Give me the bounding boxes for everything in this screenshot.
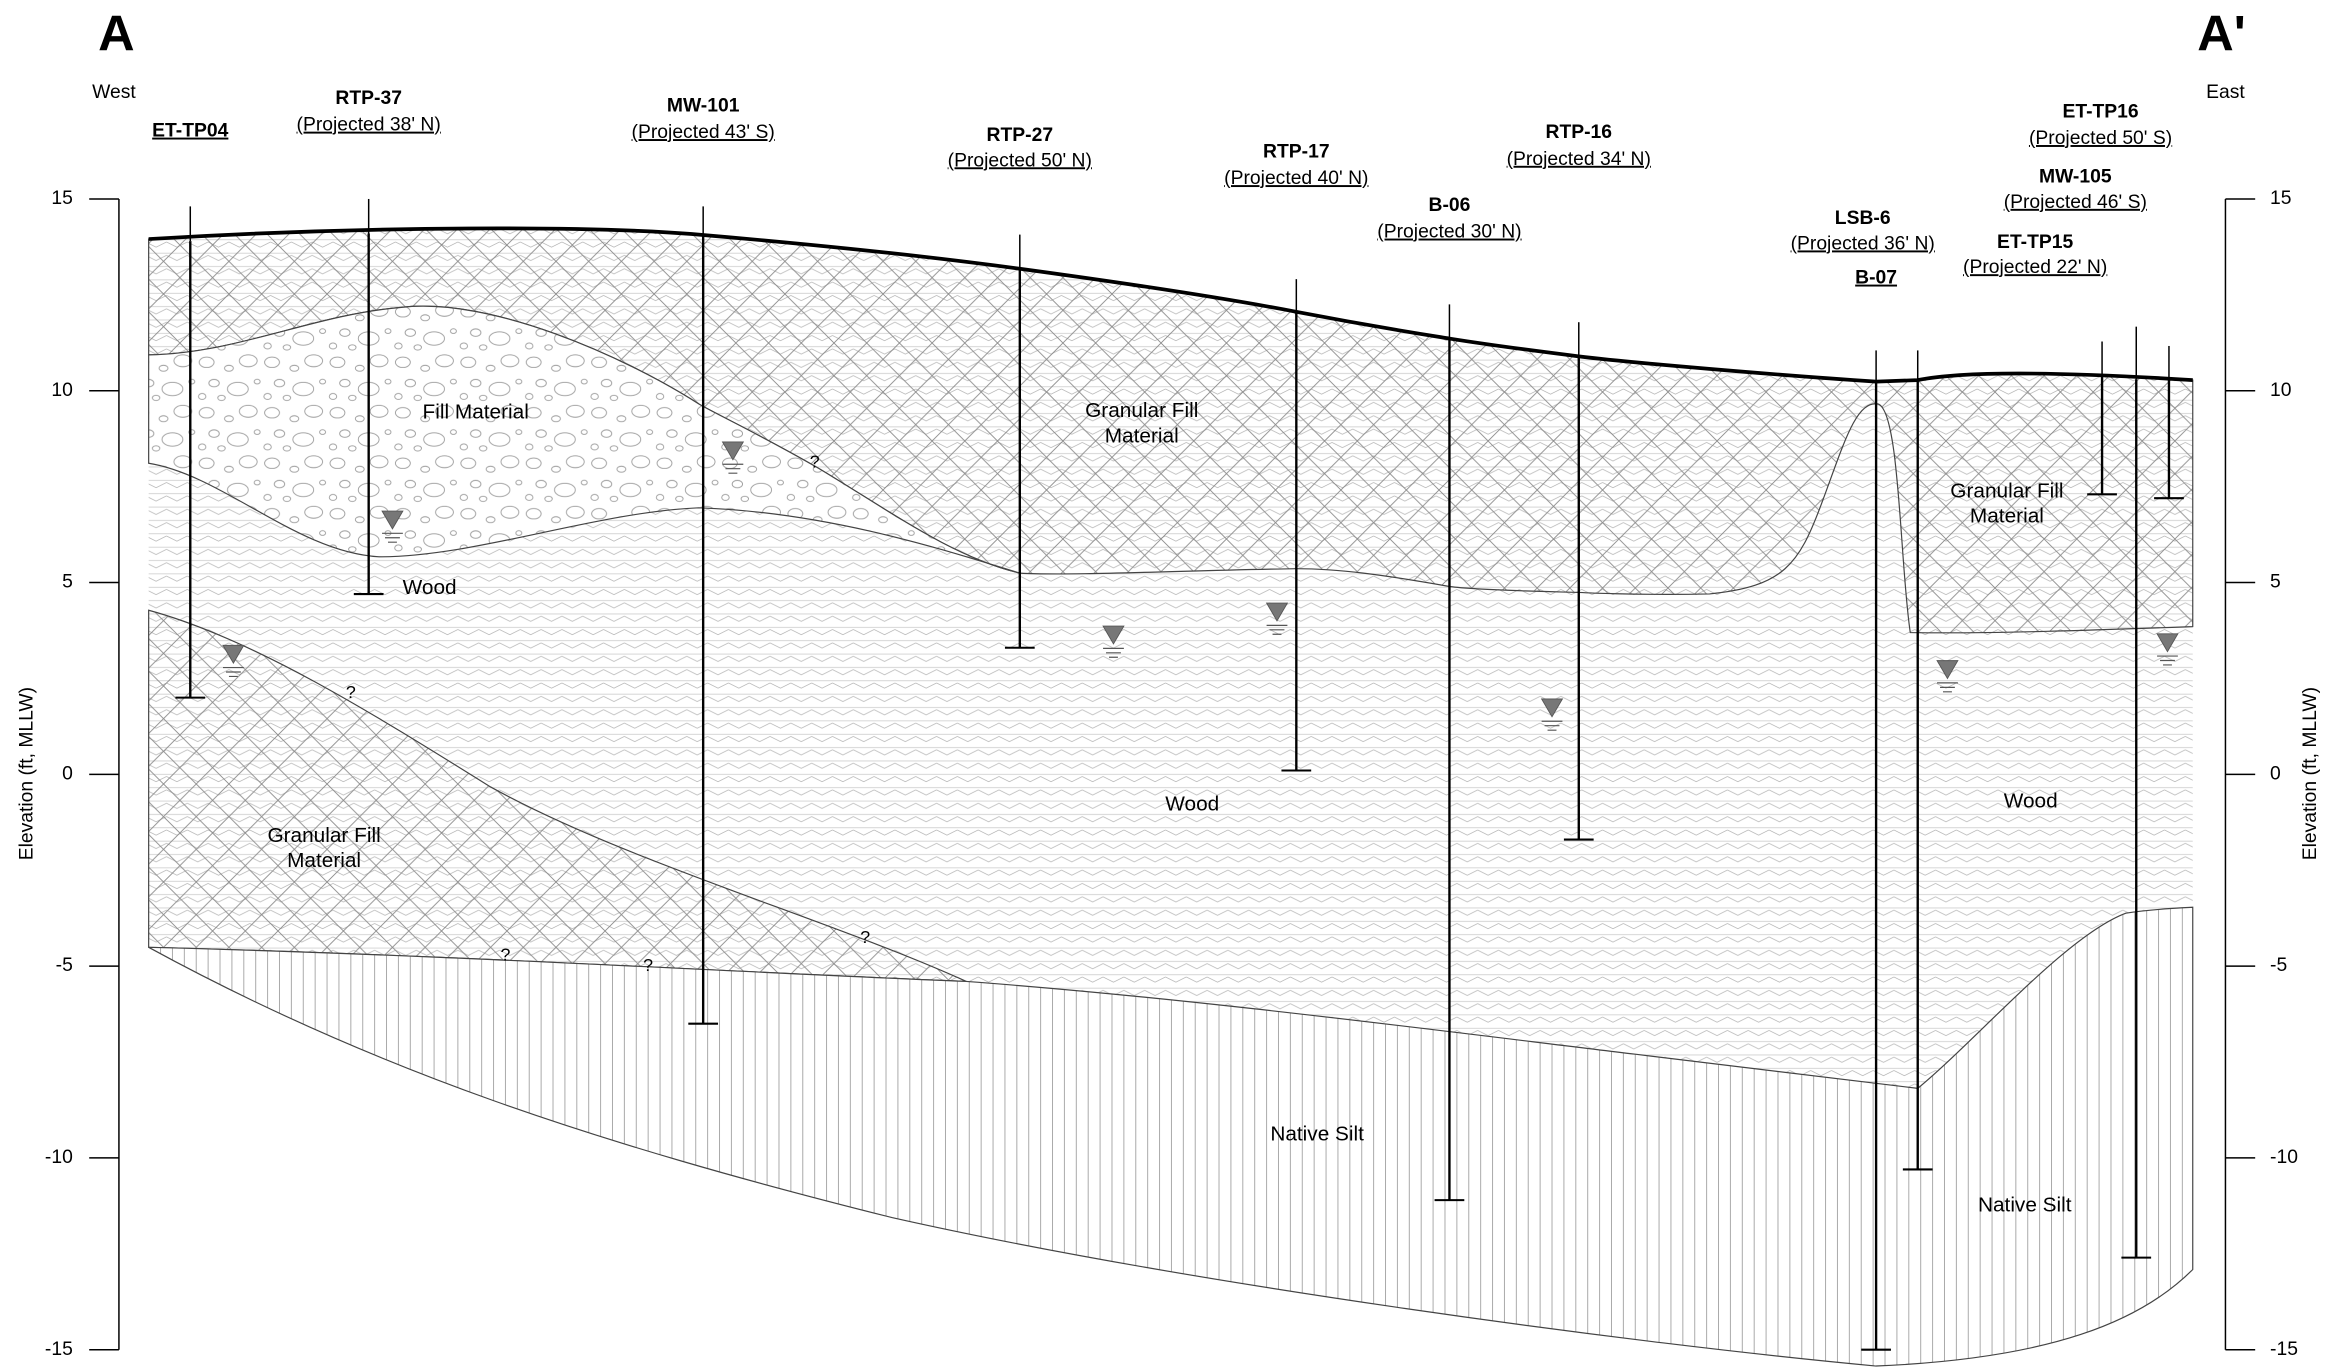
water-level-lines bbox=[1266, 624, 1288, 635]
layer-label: Wood bbox=[1165, 793, 1219, 816]
layer-label: Fill Material bbox=[423, 401, 529, 424]
section-start: A bbox=[98, 5, 135, 62]
boring-name: ET-TP15 bbox=[1997, 232, 2073, 253]
layer-label: Granular Fill bbox=[1950, 479, 2063, 502]
boring-name: RTP-16 bbox=[1546, 122, 1613, 143]
water-level-lines bbox=[2157, 655, 2178, 666]
water-level-lines bbox=[1937, 682, 1958, 693]
y-tick-label: -15 bbox=[45, 1339, 73, 1360]
boring-name: B-07 bbox=[1855, 268, 1897, 289]
water-level-lines bbox=[722, 463, 744, 474]
y-tick-label: 10 bbox=[51, 380, 72, 401]
water-level bbox=[1540, 698, 1564, 718]
boring-projection: (Projected 46' S) bbox=[2004, 192, 2147, 213]
y-tick-label: 5 bbox=[62, 572, 73, 593]
ground-surface bbox=[148, 226, 2193, 384]
uncertain-marker: ? bbox=[860, 927, 870, 947]
layer-label: Wood bbox=[403, 576, 457, 599]
boring-name: LSB-6 bbox=[1835, 208, 1891, 229]
section-end: A' bbox=[2197, 5, 2246, 62]
layer-label: Granular Fill bbox=[1085, 399, 1198, 422]
uncertain-marker: ? bbox=[500, 945, 510, 965]
boring-name: B-06 bbox=[1429, 195, 1471, 216]
layer-label: Granular Fill bbox=[267, 824, 380, 847]
uncertain-marker: ? bbox=[810, 452, 820, 472]
layer-label: Material bbox=[1105, 424, 1179, 447]
y-tick-label: -5 bbox=[56, 955, 73, 976]
boring-name: RTP-37 bbox=[335, 88, 402, 109]
boring-name: MW-101 bbox=[667, 95, 740, 116]
water-level-lines bbox=[382, 532, 403, 543]
layer-label: Native Silt bbox=[1978, 1194, 2072, 1217]
water-level bbox=[222, 644, 245, 664]
y-axis-label: Elevation (ft, MLLW) bbox=[2300, 687, 2321, 860]
water-level bbox=[1265, 602, 1289, 622]
boring-projection: (Projected 43' S) bbox=[632, 122, 775, 143]
uncertain-marker: ? bbox=[643, 955, 653, 975]
water-level-lines bbox=[1103, 647, 1124, 658]
water-level bbox=[1102, 625, 1125, 645]
boring-projection: (Projected 50' N) bbox=[948, 150, 1092, 171]
boring-name: ET-TP04 bbox=[152, 121, 228, 142]
y-axis-label: Elevation (ft, MLLW) bbox=[17, 687, 38, 860]
layer-label: Wood bbox=[2004, 790, 2058, 813]
boring-projection: (Projected 30' N) bbox=[1377, 222, 1521, 243]
y-tick-label: 0 bbox=[62, 763, 73, 784]
boring-projection: (Projected 34' N) bbox=[1507, 149, 1651, 170]
water-level bbox=[721, 441, 745, 461]
y-tick-label: 0 bbox=[2270, 763, 2281, 784]
y-tick-label: 5 bbox=[2270, 572, 2281, 593]
boring-projection: (Projected 36' N) bbox=[1791, 233, 1935, 254]
y-tick-label: -10 bbox=[45, 1147, 73, 1168]
y-tick-label: 15 bbox=[2270, 188, 2291, 209]
boring-name: RTP-27 bbox=[987, 125, 1054, 146]
y-tick-label: 10 bbox=[2270, 380, 2291, 401]
y-tick-label: -15 bbox=[2270, 1339, 2298, 1360]
boring-name: ET-TP16 bbox=[2062, 101, 2138, 122]
y-tick-label: 15 bbox=[51, 188, 72, 209]
boring-projection: (Projected 40' N) bbox=[1224, 168, 1368, 189]
y-tick-label: -10 bbox=[2270, 1147, 2298, 1168]
boring-projection: (Projected 22' N) bbox=[1963, 257, 2107, 278]
boring-name: MW-105 bbox=[2039, 167, 2112, 188]
layer-label: Material bbox=[287, 849, 361, 872]
y-tick-label: -5 bbox=[2270, 955, 2287, 976]
water-level bbox=[381, 510, 404, 530]
water-level bbox=[1936, 660, 1959, 680]
boring-projection: (Projected 50' S) bbox=[2029, 128, 2172, 149]
fill-material-layer bbox=[148, 305, 1020, 574]
direction-west: West bbox=[92, 82, 136, 103]
boring-name: RTP-17 bbox=[1263, 141, 1330, 162]
water-level bbox=[2156, 633, 2179, 653]
layer-label: Material bbox=[1970, 505, 2044, 528]
water-level-lines bbox=[1541, 720, 1563, 731]
native-silt-layer bbox=[148, 906, 2194, 1367]
uncertain-marker: ? bbox=[346, 682, 356, 702]
boring-projection: (Projected 38' N) bbox=[297, 115, 441, 136]
water-level-lines bbox=[222, 666, 244, 678]
direction-east: East bbox=[2206, 82, 2245, 103]
layer-label: Native Silt bbox=[1270, 1122, 1364, 1145]
